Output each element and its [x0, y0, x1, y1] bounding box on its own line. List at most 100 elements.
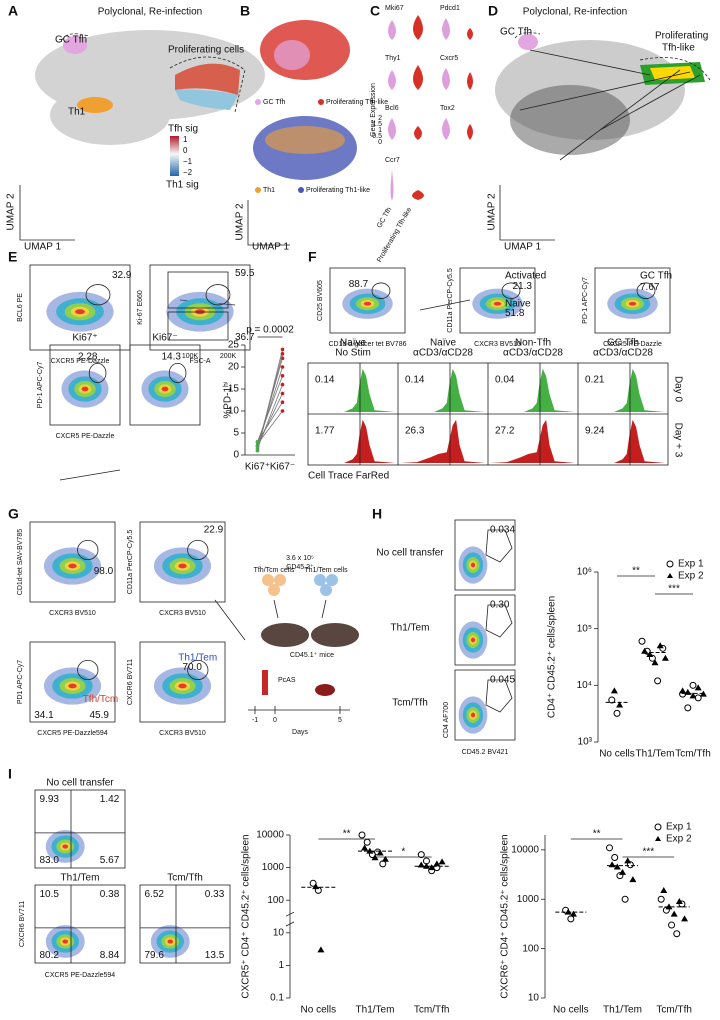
decor-path: [175, 89, 238, 110]
plot-frame: [454, 519, 516, 591]
row-label: Tcm/Tfh: [392, 698, 428, 709]
point: [654, 677, 662, 685]
decor-path: [514, 32, 711, 81]
gate-value: 45.9: [90, 710, 110, 721]
decor-path: [519, 49, 701, 161]
gate-value: GC Tfh: [640, 270, 672, 281]
quadrant-value: 0.33: [205, 889, 225, 900]
category-label: GC Tfh: [376, 206, 393, 229]
decor-path: [442, 68, 450, 90]
decor-circle: [314, 574, 326, 586]
y-tick-label: 10000: [256, 830, 284, 841]
gate-value: Naive: [505, 298, 531, 309]
quadrant-value: 8.84: [100, 950, 120, 961]
legend-title: Th1 sig: [166, 180, 199, 191]
schematic-label: Th1/Tem cells: [304, 567, 348, 574]
axis-label: UMAP 1: [504, 242, 541, 253]
schematic-label: CD45.1⁺ mice: [290, 652, 334, 659]
panel-label: I: [8, 766, 12, 782]
gate: [485, 679, 513, 713]
axis-label: CXCR5 PE-Dazzle594: [37, 730, 108, 737]
legend-entry: Th1: [263, 187, 275, 194]
column-header: No Stim: [335, 348, 371, 359]
gene-label: Tox2: [440, 105, 455, 112]
decor-path: [390, 170, 394, 200]
gate-value: 34.1: [34, 710, 54, 721]
point: [679, 687, 687, 694]
axis-label: CXCR6⁺ CD4⁺ CD45.2⁺ cells/spleen: [500, 834, 511, 998]
panel-label: A: [8, 3, 18, 19]
gate-value: 32.9: [112, 270, 132, 281]
decor-ellipse: [265, 126, 345, 154]
quadrant-value: 10.5: [40, 889, 60, 900]
tick-label: -1: [252, 717, 258, 724]
histograms: [307, 362, 669, 466]
point: [638, 637, 646, 645]
schematic-label: 3.6 x 10⁵: [286, 555, 314, 562]
y-tick-label: 0.1: [270, 993, 284, 1004]
y-tick-label: 100: [267, 895, 284, 906]
gate: [167, 271, 229, 309]
point: [363, 838, 371, 846]
plot-title: Th1/Tem: [61, 873, 100, 884]
x-tick-label: Ki67⁺: [245, 462, 270, 473]
row-label: Day + 3: [672, 423, 683, 458]
x-tick-label: No cells: [553, 1005, 589, 1016]
decor-path: [248, 706, 350, 714]
axis-label: CXCR5 PE-Dazzle: [51, 358, 110, 365]
gate-value: Tfh/Tcm: [83, 694, 119, 705]
decor-circle: [262, 574, 274, 586]
point: [317, 946, 325, 953]
x-tick-label: Th1/Tem: [356, 1005, 395, 1016]
axis-label: BCL6 PE: [17, 293, 24, 322]
flow-density: [342, 288, 393, 319]
point: [438, 858, 446, 865]
column-header: αCD3/αCD28: [593, 348, 653, 359]
y-tick-label: 1000: [262, 862, 285, 873]
point: [621, 895, 629, 903]
plot-frame: [459, 267, 536, 334]
gate: [371, 282, 391, 299]
decor-path: [273, 599, 327, 619]
plot-frame: [139, 641, 226, 723]
decor-path: [247, 200, 290, 246]
point: [651, 659, 659, 666]
axis-label: CD4⁺ CD45.2⁺ cells/spleen: [547, 596, 558, 718]
decor-rect: [262, 670, 268, 695]
column-header: GC Tfh: [607, 338, 639, 349]
legend-entry: Exp 1: [666, 822, 692, 833]
gene-label: Thy1: [385, 55, 401, 62]
quadrant-value: 13.5: [205, 950, 225, 961]
axis-label: Cell Trace FarRed: [308, 471, 389, 482]
legend-tick: 1: [183, 135, 188, 144]
x-tick-label: Th1/Tem: [603, 1005, 642, 1016]
decor-circle: [326, 574, 338, 586]
significance: ***: [668, 584, 680, 595]
gate: [485, 604, 513, 638]
plot-frame: [29, 641, 116, 723]
point: [694, 684, 702, 691]
tick-label: 0: [378, 139, 382, 146]
decor-path: [169, 56, 246, 113]
gate-value: 51.8: [505, 308, 525, 319]
x-tick-label: Ki67⁻: [270, 462, 295, 473]
row-label: No cell transfer: [376, 548, 444, 559]
decor-path: [442, 118, 450, 140]
panel-label: D: [488, 3, 498, 19]
x-tick-label: Tcm/Tfh: [675, 749, 711, 760]
flow-density: [458, 546, 488, 584]
y-tick-label: 10⁵: [577, 623, 592, 634]
gate-value: 0.045: [490, 675, 515, 686]
tick-label: 0: [273, 717, 277, 724]
gate: [167, 311, 229, 341]
quadrant-value: 6.52: [145, 889, 165, 900]
schematic-label: Tfh/Tcm cells: [254, 567, 295, 574]
decor-ellipse: [77, 97, 113, 113]
x-tick-label: Th1/Tem: [636, 749, 675, 760]
column-header: Naïve: [340, 338, 367, 349]
gene-label: Cxcr5: [440, 55, 458, 62]
panel-label: G: [8, 506, 19, 522]
y-tick-label: 1000: [517, 894, 540, 905]
axis-label: UMAP 2: [487, 193, 498, 230]
